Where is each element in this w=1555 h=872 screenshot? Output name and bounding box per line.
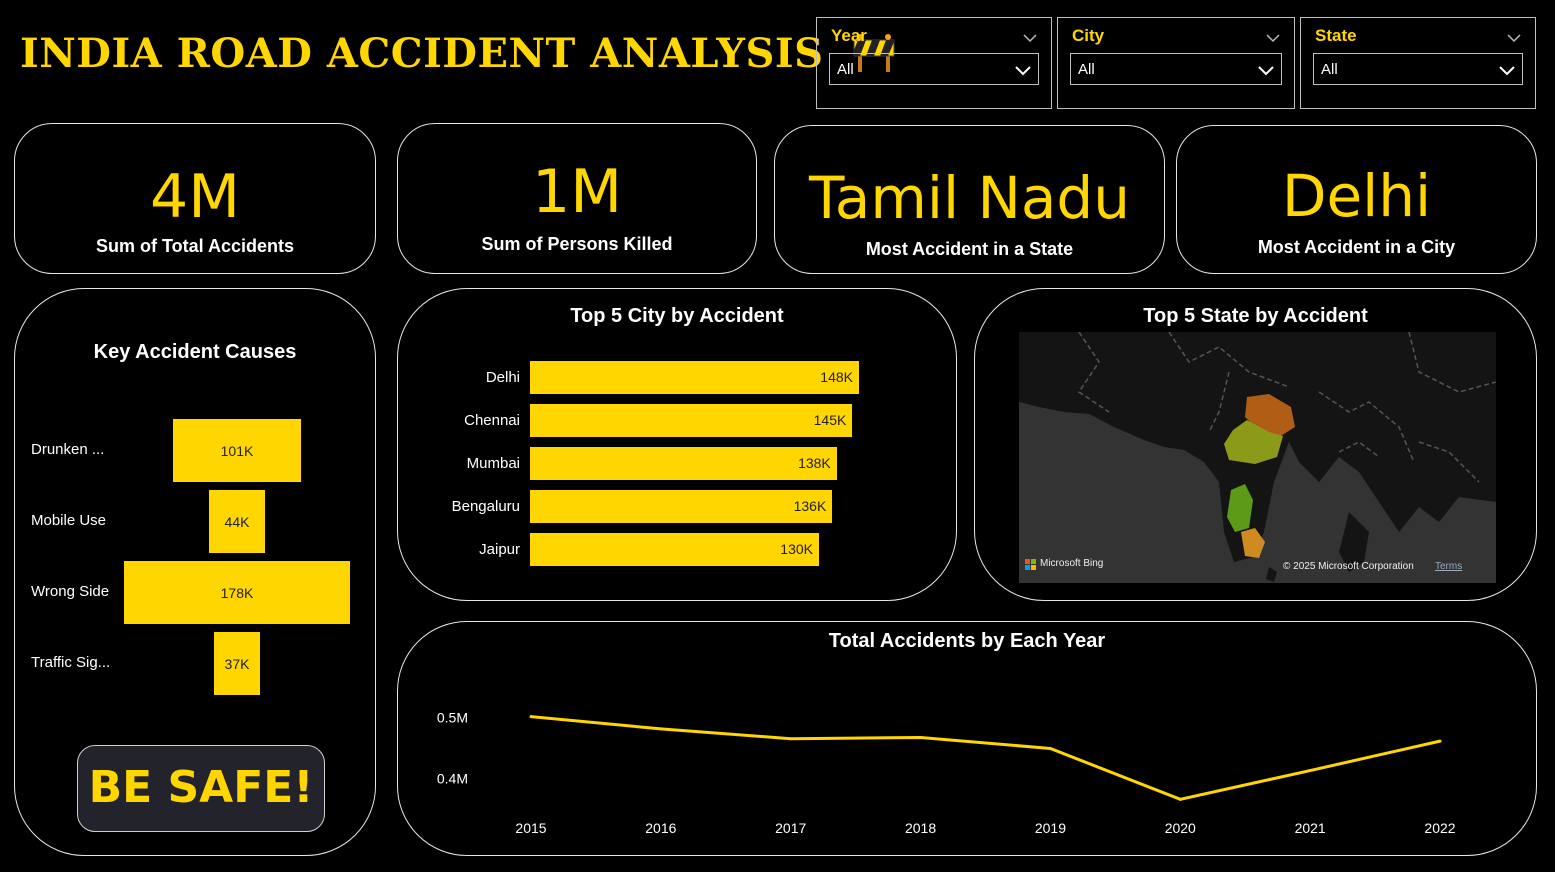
yearly-card: Total Accidents by Each Year 0.4M 0.5M 201… [397,621,1537,856]
city-label: Delhi [485,369,520,386]
kpi-value: Tamil Nadu [808,164,1131,232]
cause-label: Drunken ... [31,441,105,458]
top-cities-title: Top 5 City by Accident [570,305,784,327]
kpi-label: Most Accident in a City [1257,237,1456,257]
kpi-label: Sum of Total Accidents [95,236,295,256]
city-label: Mumbai [466,455,520,472]
city-label: Jaipur [479,541,520,558]
year-dropdown-value: All [837,61,854,78]
kpi-card-persons-killed: 1M Sum of Persons Killed [397,123,757,274]
data-point[interactable] [1048,746,1052,750]
city-bar-value: 148K [820,369,853,385]
x-tick-label: 2020 [1165,820,1196,836]
cause-bar[interactable] [172,419,302,482]
kpi-card-top-city: Delhi Most Accident in a City [1176,125,1537,274]
cause-bar[interactable] [209,490,265,553]
data-point[interactable] [659,727,663,731]
x-tick-label: 2015 [515,820,546,836]
y-tick-label: 0.4M [437,771,468,787]
chevron-down-icon[interactable] [1498,62,1516,81]
data-point[interactable] [529,715,533,719]
series-line[interactable] [530,715,1441,801]
year-dropdown[interactable]: All [829,53,1039,85]
cause-bar[interactable] [124,561,350,624]
cause-label: Wrong Side [31,583,110,600]
cause-bar[interactable] [213,632,261,695]
construction-barrier-icon [852,32,896,82]
state-slicer[interactable]: State All [1300,17,1536,109]
chevron-down-icon[interactable] [1266,28,1280,47]
city-bar-value: 136K [793,498,827,514]
city-label: Chennai [464,412,520,429]
state-dropdown[interactable]: All [1313,53,1523,85]
yearly-title: Total Accidents by Each Year [828,630,1106,652]
city-dropdown[interactable]: All [1070,53,1282,85]
city-bar[interactable] [530,447,837,480]
y-tick-label: 0.5M [437,709,468,725]
x-tick-label: 2022 [1424,820,1455,836]
causes-title: Key Accident Causes [93,341,297,363]
chevron-down-icon[interactable] [1257,62,1275,81]
chevron-down-icon[interactable] [1023,28,1037,47]
kpi-label: Sum of Persons Killed [481,234,673,254]
city-bar[interactable] [530,490,833,523]
chevron-down-icon[interactable] [1507,28,1521,47]
cause-bar-value: 101K [220,443,254,459]
city-slicer[interactable]: City All [1057,17,1295,109]
x-tick-label: 2017 [775,820,806,836]
cause-bar-value: 44K [224,514,250,530]
causes-card: Key Accident Causes Drunken ... 101K Mobil… [14,288,376,856]
year-slicer-label: Year [831,26,867,45]
data-point[interactable] [919,735,923,739]
chevron-down-icon[interactable] [1014,62,1032,81]
kpi-value: 4M [150,162,240,232]
kpi-card-top-state: Tamil Nadu Most Accident in a State [774,125,1165,274]
map-attribution: © 2025 Microsoft Corporation [1283,561,1414,572]
top-cities-card: Top 5 City by Accident Delhi 148K Chennai 1… [397,288,957,601]
cause-label: Mobile Use [31,512,107,529]
data-point[interactable] [1178,797,1182,801]
kpi-card-total-accidents: 4M Sum of Total Accidents [14,123,376,274]
city-bar[interactable] [530,533,819,566]
city-bar-value: 138K [798,455,831,471]
x-tick-label: 2016 [645,820,676,836]
city-bar-value: 145K [813,412,847,428]
map-terms-link[interactable]: Terms [1435,561,1463,572]
city-slicer-label: City [1072,26,1105,45]
x-tick-label: 2019 [1035,820,1066,836]
city-label: Bengaluru [451,498,520,515]
map-graphic [1019,332,1496,583]
city-dropdown-value: All [1078,61,1095,78]
data-point[interactable] [1438,739,1442,743]
cause-label: Traffic Sig... [31,654,111,671]
x-tick-label: 2021 [1295,820,1326,836]
city-bar[interactable] [530,361,859,394]
map-provider: Microsoft Bing [1040,558,1104,569]
top-states-card: Top 5 State by Accident [974,288,1537,601]
data-point[interactable] [789,737,793,741]
x-tick-label: 2018 [905,820,936,836]
top-states-title: Top 5 State by Accident [1143,305,1368,327]
title-text: INDIA ROAD ACCIDENT ANALYSIS [20,30,824,77]
cause-bar-value: 178K [220,585,254,601]
year-slicer[interactable]: Year All [816,17,1052,109]
data-point[interactable] [1308,769,1312,773]
city-bar[interactable] [530,404,853,437]
microsoft-logo-icon [1025,559,1036,570]
kpi-value: 1M [532,157,622,227]
state-slicer-label: State [1315,26,1357,45]
cause-bar-value: 37K [224,656,250,672]
state-map[interactable]: Microsoft Bing © 2025 Microsoft Corporat… [1019,332,1496,583]
city-bar-value: 130K [780,541,813,557]
yearly-line-chart: 0.4M 0.5M 2015 2016 2017 2018 2019 2020 2021 2022 [437,709,1456,836]
state-dropdown-value: All [1321,61,1338,78]
kpi-label: Most Accident in a State [865,239,1074,259]
be-safe-banner: BE SAFE! [77,745,325,832]
dashboard-title: INDIA ROAD ACCIDENT ANALYSIS [20,30,896,82]
kpi-value: Delhi [1281,162,1432,230]
